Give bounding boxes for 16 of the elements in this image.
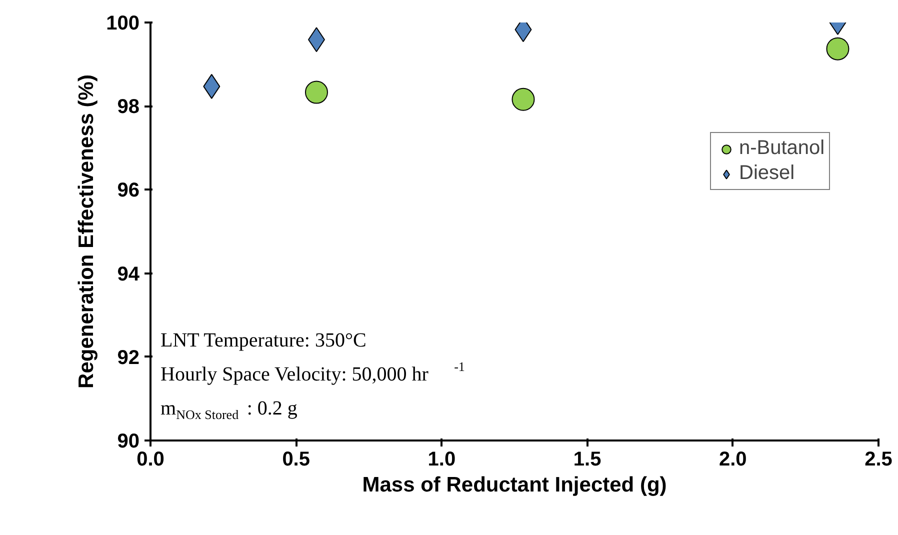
y-axis-title: Regeneration Effectiveness (%) xyxy=(75,74,98,388)
y-tick-label: 96 xyxy=(117,180,140,202)
annotation: LNT Temperature: 350°C xyxy=(160,330,366,352)
x-tick-label: 0.5 xyxy=(282,448,310,470)
y-tick-label: 98 xyxy=(117,96,140,118)
x-tick-label: 1.0 xyxy=(428,448,456,470)
y-tick-label: 92 xyxy=(117,346,140,369)
x-tick-label: 1.5 xyxy=(573,448,602,470)
y-tick-label: 100 xyxy=(106,12,140,34)
x-tick-label: 2.0 xyxy=(719,448,747,470)
legend-label: Diesel xyxy=(739,162,795,185)
x-axis-title: Mass of Reductant Injected (g) xyxy=(362,474,667,496)
legend-label: n-Butanol xyxy=(739,137,825,160)
text: Hourly Space Velocity: 50,000 hr-1 xyxy=(160,359,465,386)
y-tick-label: 94 xyxy=(117,263,140,286)
x-tick-label: 2.5 xyxy=(864,448,892,470)
